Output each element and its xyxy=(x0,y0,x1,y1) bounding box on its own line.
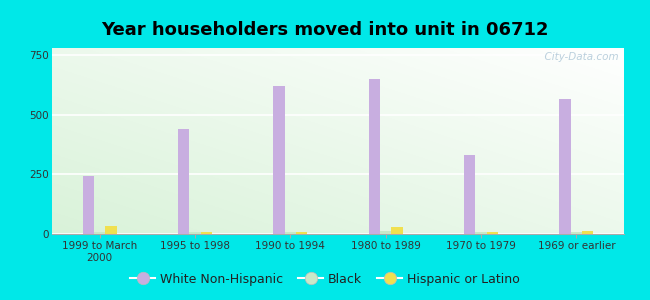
Bar xyxy=(83,176,94,234)
Bar xyxy=(571,232,582,234)
Bar xyxy=(285,232,296,234)
Bar xyxy=(105,226,117,234)
Bar xyxy=(464,155,475,234)
Bar xyxy=(380,231,391,234)
Text: Year householders moved into unit in 06712: Year householders moved into unit in 067… xyxy=(101,21,549,39)
Bar xyxy=(475,232,487,234)
Bar xyxy=(94,232,105,234)
Bar xyxy=(369,79,380,234)
Bar xyxy=(296,232,307,234)
Bar xyxy=(273,86,285,234)
Bar xyxy=(487,232,498,234)
Bar xyxy=(559,99,571,234)
Bar xyxy=(189,232,201,234)
Bar xyxy=(391,227,403,234)
Bar xyxy=(178,129,189,234)
Text: City-Data.com: City-Data.com xyxy=(538,52,618,62)
Bar xyxy=(201,232,212,234)
Legend: White Non-Hispanic, Black, Hispanic or Latino: White Non-Hispanic, Black, Hispanic or L… xyxy=(125,268,525,291)
Bar xyxy=(582,231,593,234)
